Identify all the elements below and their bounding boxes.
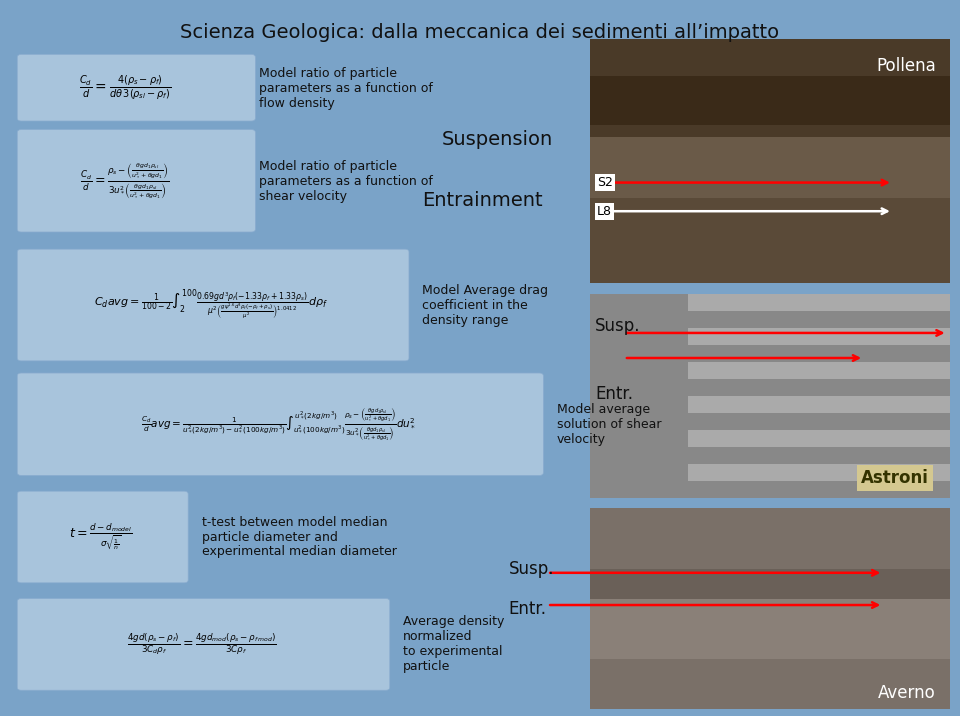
FancyBboxPatch shape bbox=[17, 54, 255, 121]
Text: $\frac{C_d}{d} avg = \frac{1}{u_*^2(2kg/m^3)-u_*^2(100kg/m^3)}\int_{u_*^2(100kg/: $\frac{C_d}{d} avg = \frac{1}{u_*^2(2kg/… bbox=[141, 406, 416, 443]
Text: t-test between model median
particle diameter and
experimental median diameter: t-test between model median particle dia… bbox=[202, 516, 396, 558]
Bar bbox=[687, 464, 950, 480]
Bar bbox=[687, 412, 950, 430]
Bar bbox=[687, 395, 950, 412]
Bar bbox=[590, 569, 950, 599]
Text: S2: S2 bbox=[597, 176, 613, 189]
Text: Entr.: Entr. bbox=[595, 384, 634, 403]
Bar bbox=[687, 362, 950, 379]
Bar bbox=[590, 137, 950, 198]
Bar bbox=[687, 447, 950, 464]
FancyBboxPatch shape bbox=[17, 373, 543, 475]
FancyBboxPatch shape bbox=[17, 599, 390, 690]
Bar bbox=[687, 379, 950, 395]
Text: $t = \frac{d - d_{model}}{\sigma\sqrt{\frac{1}{n}}}$: $t = \frac{d - d_{model}}{\sigma\sqrt{\f… bbox=[69, 521, 132, 553]
FancyBboxPatch shape bbox=[17, 491, 188, 583]
Text: Average density
normalized
to experimental
particle: Average density normalized to experiment… bbox=[403, 615, 505, 674]
Bar bbox=[687, 311, 950, 328]
Text: $C_d avg = \frac{1}{100-2}\int_2^{100}\frac{0.69gd^3\rho_f(-1.33\rho_f+1.33\rho_: $C_d avg = \frac{1}{100-2}\int_2^{100}\f… bbox=[94, 288, 328, 322]
Text: Model Average drag
coefficient in the
density range: Model Average drag coefficient in the de… bbox=[422, 284, 548, 326]
Bar bbox=[590, 508, 950, 709]
Text: $\frac{C_d}{d} = \frac{4(\rho_s - \rho_f)}{d\theta\,3(\rho_{sl} - \rho_f)}$: $\frac{C_d}{d} = \frac{4(\rho_s - \rho_f… bbox=[79, 74, 171, 102]
Bar bbox=[590, 599, 950, 659]
Bar bbox=[687, 430, 950, 447]
Text: Astroni: Astroni bbox=[861, 469, 929, 487]
Bar bbox=[687, 294, 950, 311]
Text: Averno: Averno bbox=[878, 684, 936, 702]
Bar bbox=[590, 198, 950, 283]
Bar bbox=[687, 344, 950, 362]
Text: Scienza Geologica: dalla meccanica dei sedimenti all’impatto: Scienza Geologica: dalla meccanica dei s… bbox=[180, 23, 780, 42]
Text: Entrainment: Entrainment bbox=[422, 191, 543, 210]
Text: Entr.: Entr. bbox=[509, 599, 547, 618]
Text: Susp.: Susp. bbox=[595, 316, 640, 335]
Bar bbox=[687, 327, 950, 344]
FancyBboxPatch shape bbox=[17, 130, 255, 232]
Text: $\frac{C_d}{d} = \frac{\rho_s - \left(\frac{\theta g d_1 \rho_{sl}}{u_*^2 + \the: $\frac{C_d}{d} = \frac{\rho_s - \left(\f… bbox=[80, 161, 170, 201]
Bar bbox=[590, 294, 950, 498]
Text: Pollena: Pollena bbox=[876, 57, 936, 75]
Text: Model ratio of particle
parameters as a function of
flow density: Model ratio of particle parameters as a … bbox=[259, 67, 433, 110]
Bar bbox=[590, 39, 950, 283]
Bar bbox=[687, 480, 950, 498]
Text: Model average
solution of shear
velocity: Model average solution of shear velocity bbox=[557, 403, 661, 446]
FancyBboxPatch shape bbox=[17, 249, 409, 361]
Text: L8: L8 bbox=[597, 205, 612, 218]
Text: Susp.: Susp. bbox=[509, 560, 554, 579]
Text: Suspension: Suspension bbox=[442, 130, 553, 149]
Text: $\frac{4gd(\rho_s - \rho_f)}{3C_d\rho_f} = \frac{4gd_{mod}(\rho_s - \rho_{f\,mod: $\frac{4gd(\rho_s - \rho_f)}{3C_d\rho_f}… bbox=[127, 632, 276, 657]
Text: Model ratio of particle
parameters as a function of
shear velocity: Model ratio of particle parameters as a … bbox=[259, 160, 433, 203]
Bar bbox=[590, 76, 950, 125]
